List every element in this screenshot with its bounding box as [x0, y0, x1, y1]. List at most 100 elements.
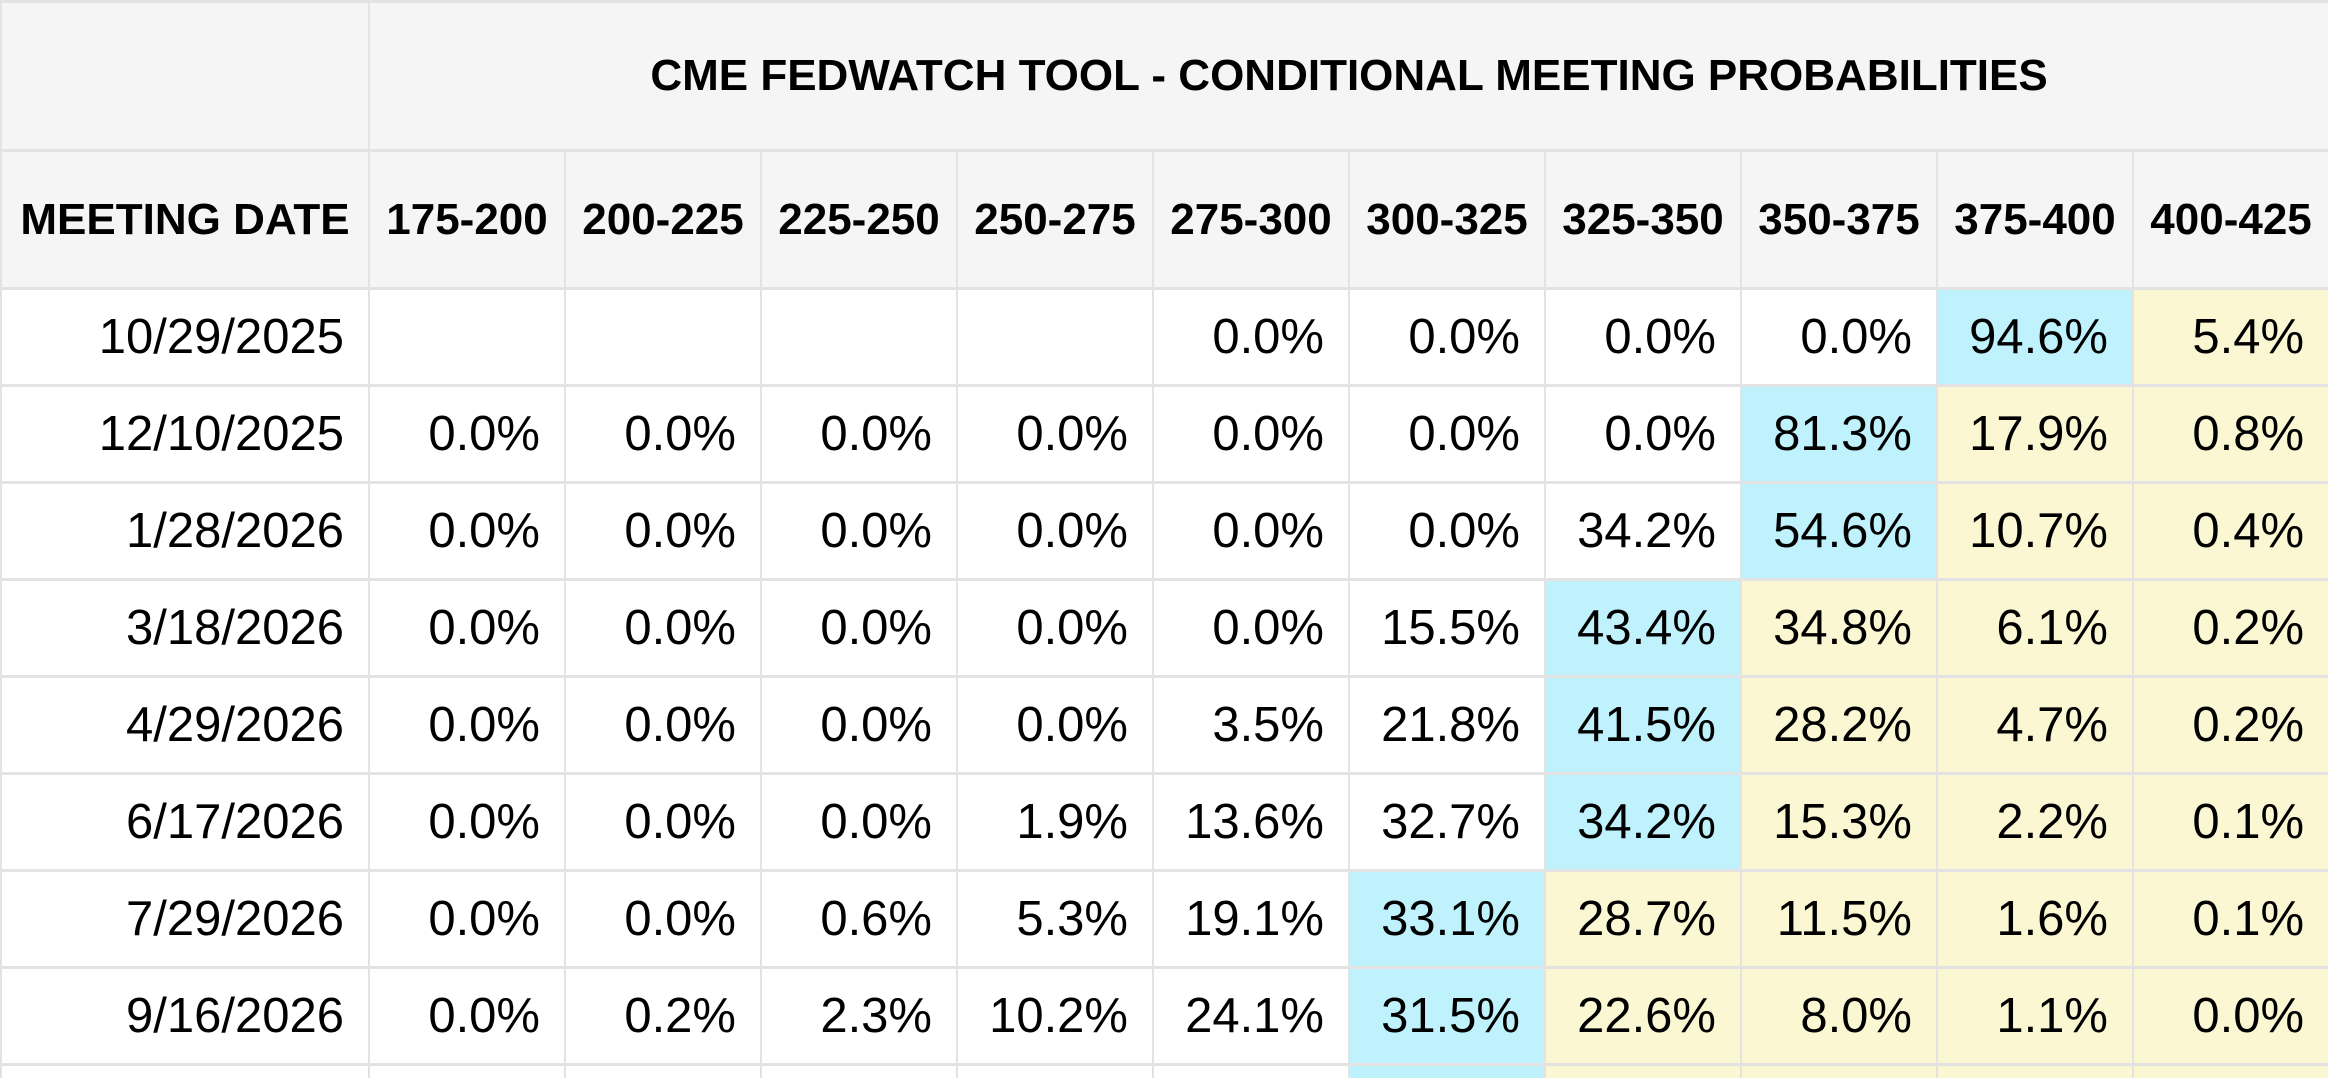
column-header-rate-range: 275-300 — [1152, 149, 1350, 290]
probability-cell: 32.7% — [1348, 772, 1546, 872]
probability-cell: 0.1% — [2131, 869, 2328, 969]
probability-cell — [564, 287, 762, 387]
probability-cell: 0.0% — [1348, 481, 1546, 581]
column-header-rate-range: 225-250 — [760, 149, 958, 290]
probability-cell — [2131, 1063, 2328, 1078]
corner-cell — [0, 0, 370, 152]
column-header-meeting-date: MEETING DATE — [0, 149, 370, 290]
probability-cell: 34.2% — [1544, 481, 1742, 581]
probability-cell: 0.0% — [564, 772, 762, 872]
table-row: 7/29/2026 0.0% 0.0% 0.6% 5.3% 19.1% 33.1% 28.7%… — [0, 869, 2328, 969]
probability-cell: 2.3% — [760, 966, 958, 1066]
probability-cell: 0.1% — [2131, 772, 2328, 872]
column-header-rate-range: 375-400 — [1936, 149, 2134, 290]
probability-cell: 0.0% — [1152, 287, 1350, 387]
column-header-rate-range: 300-325 — [1348, 149, 1546, 290]
probability-cell: 3.5% — [1152, 675, 1350, 775]
probability-cell: 15.3% — [1740, 772, 1938, 872]
probability-cell — [760, 1063, 958, 1078]
meeting-date-cell: 3/18/2026 — [0, 578, 370, 678]
probability-cell: 0.2% — [2131, 675, 2328, 775]
table-row-partial — [0, 1063, 2328, 1078]
column-header-rate-range: 250-275 — [956, 149, 1154, 290]
probability-cell: 0.2% — [2131, 578, 2328, 678]
probability-cell: 0.0% — [1740, 287, 1938, 387]
column-header-rate-range: 200-225 — [564, 149, 762, 290]
probability-cell: 0.0% — [564, 481, 762, 581]
meeting-date-cell: 10/29/2025 — [0, 287, 370, 387]
probability-cell: 0.0% — [564, 578, 762, 678]
probability-cell: 0.0% — [564, 869, 762, 969]
meeting-date-cell: 4/29/2026 — [0, 675, 370, 775]
probability-cell: 0.0% — [956, 675, 1154, 775]
probability-cell: 0.8% — [2131, 384, 2328, 484]
probability-cell: 13.6% — [1152, 772, 1350, 872]
probability-cell: 0.0% — [1544, 287, 1742, 387]
probability-cell: 0.4% — [2131, 481, 2328, 581]
probability-cell: 0.0% — [564, 384, 762, 484]
probability-cell: 24.1% — [1152, 966, 1350, 1066]
probability-cell: 0.0% — [956, 481, 1154, 581]
probability-cell: 0.0% — [956, 384, 1154, 484]
probability-cell: 5.4% — [2131, 287, 2328, 387]
probability-cell: 0.0% — [368, 675, 566, 775]
probability-cell: 1.9% — [956, 772, 1154, 872]
probability-cell: 41.5% — [1544, 675, 1742, 775]
probability-cell: 0.0% — [1152, 578, 1350, 678]
probability-cell: 19.1% — [1152, 869, 1350, 969]
probability-cell: 2.2% — [1936, 772, 2134, 872]
probability-cell: 8.0% — [1740, 966, 1938, 1066]
column-header-rate-range: 400-425 — [2131, 149, 2328, 290]
column-header-row: MEETING DATE 175-200 200-225 225-250 250-27… — [0, 149, 2328, 290]
probability-cell: 0.0% — [564, 675, 762, 775]
table-row: 4/29/2026 0.0% 0.0% 0.0% 0.0% 3.5% 21.8% 41.5% 2… — [0, 675, 2328, 775]
probability-cell: 94.6% — [1936, 287, 2134, 387]
table-row: 3/18/2026 0.0% 0.0% 0.0% 0.0% 0.0% 15.5% 43.4% 3… — [0, 578, 2328, 678]
probability-cell: 0.0% — [368, 966, 566, 1066]
probability-cell — [368, 1063, 566, 1078]
probability-cell: 1.1% — [1936, 966, 2134, 1066]
probability-cell: 0.0% — [2131, 966, 2328, 1066]
table-body: 10/29/2025 0.0% 0.0% 0.0% 0.0% 94.6% 5.4% 12/10… — [0, 287, 2328, 1078]
meeting-date-cell: 9/16/2026 — [0, 966, 370, 1066]
probability-cell: 11.5% — [1740, 869, 1938, 969]
meeting-date-cell — [0, 1063, 370, 1078]
probability-cell — [368, 287, 566, 387]
probability-cell: 0.0% — [368, 869, 566, 969]
probability-cell: 0.0% — [368, 578, 566, 678]
probability-cell: 0.2% — [564, 966, 762, 1066]
probability-cell — [1348, 1063, 1546, 1078]
probability-cell: 28.2% — [1740, 675, 1938, 775]
probability-cell — [1152, 1063, 1350, 1078]
probability-cell: 4.7% — [1936, 675, 2134, 775]
meeting-date-cell: 12/10/2025 — [0, 384, 370, 484]
table-title: CME FEDWATCH TOOL - CONDITIONAL MEETING … — [367, 0, 2328, 152]
probability-cell: 0.0% — [1544, 384, 1742, 484]
table-row: 12/10/2025 0.0% 0.0% 0.0% 0.0% 0.0% 0.0% 0.0% 81… — [0, 384, 2328, 484]
probability-cell: 28.7% — [1544, 869, 1742, 969]
probability-cell — [956, 1063, 1154, 1078]
title-row: CME FEDWATCH TOOL - CONDITIONAL MEETING … — [0, 0, 2328, 152]
probability-cell: 34.2% — [1544, 772, 1742, 872]
table-row: 1/28/2026 0.0% 0.0% 0.0% 0.0% 0.0% 0.0% 34.2% 54… — [0, 481, 2328, 581]
probability-cell: 43.4% — [1544, 578, 1742, 678]
probability-cell: 33.1% — [1348, 869, 1546, 969]
probability-cell: 31.5% — [1348, 966, 1546, 1066]
probability-cell: 10.2% — [956, 966, 1154, 1066]
probability-cell: 0.0% — [760, 675, 958, 775]
probability-cell — [956, 287, 1154, 387]
column-header-rate-range: 325-350 — [1544, 149, 1742, 290]
probability-cell: 0.0% — [368, 772, 566, 872]
probability-cell — [1544, 1063, 1742, 1078]
meeting-date-cell: 6/17/2026 — [0, 772, 370, 872]
probability-cell: 0.0% — [1152, 481, 1350, 581]
probability-cell: 54.6% — [1740, 481, 1938, 581]
probability-cell: 0.0% — [1152, 384, 1350, 484]
probability-cell: 0.0% — [956, 578, 1154, 678]
probability-cell — [1936, 1063, 2134, 1078]
meeting-date-cell: 7/29/2026 — [0, 869, 370, 969]
probability-cell: 1.6% — [1936, 869, 2134, 969]
probability-cell: 22.6% — [1544, 966, 1742, 1066]
probability-cell: 17.9% — [1936, 384, 2134, 484]
